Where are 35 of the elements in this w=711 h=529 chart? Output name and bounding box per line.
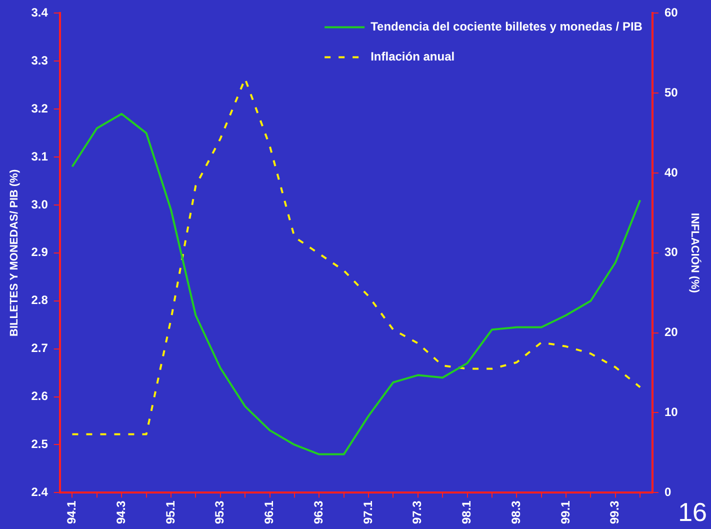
y2-tick-label: 40 (664, 165, 678, 180)
x-tick-label: 98.1 (460, 500, 474, 524)
legend-label: Tendencia del cociente billetes y monedas / PIB (370, 20, 643, 34)
y2-tick-label: 0 (664, 484, 672, 499)
y-tick-label: 2.7 (31, 341, 48, 356)
x-tick-label: 97.3 (410, 500, 424, 524)
x-tick-label: 94.1 (64, 500, 79, 524)
y-tick-label: 2.5 (31, 437, 48, 452)
x-tick-label: 99.1 (558, 500, 572, 524)
y2-tick-label: 60 (664, 6, 678, 20)
y-tick-label: 2.8 (31, 293, 48, 308)
y-tick-label: 2.4 (31, 484, 48, 499)
x-tick-label: 95.1 (163, 500, 178, 524)
x-tick-label: 97.1 (360, 500, 375, 524)
y-axis-title: BILLETES Y MONEDAS/ PIB (%) (8, 169, 21, 336)
y2-tick-label: 50 (664, 85, 678, 100)
x-tick-label: 96.3 (311, 500, 326, 524)
y-tick-label: 2.6 (31, 389, 48, 404)
x-tick-label: 95.3 (212, 500, 227, 524)
text: 16 (678, 497, 707, 528)
y-tick-label: 3.2 (31, 101, 48, 116)
y2-axis-title: INFLACIÓN (%) (688, 212, 702, 294)
y2-tick-label: 30 (664, 245, 678, 260)
x-tick-label: 96.1 (262, 500, 276, 524)
x-tick-label: 99.3 (608, 500, 622, 524)
x-tick-label: 98.3 (508, 500, 523, 524)
legend-label: Inflación anual (370, 50, 455, 64)
y-tick-label: 3.3 (31, 53, 48, 68)
y-tick-label: 3.1 (31, 149, 48, 164)
y-tick-label: 3.0 (31, 197, 48, 212)
y-tick-label: 2.9 (31, 245, 48, 260)
y2-tick-label: 20 (664, 325, 678, 340)
x-tick-label: 94.3 (114, 500, 128, 524)
y-tick-label: 3.4 (31, 6, 48, 20)
y2-tick-label: 10 (664, 405, 678, 420)
